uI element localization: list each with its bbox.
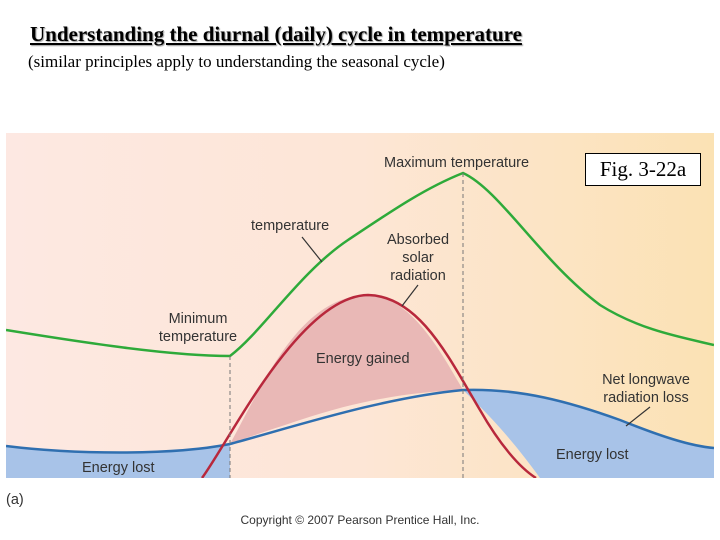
panel-label: (a) [6,492,24,508]
energy-lost-right-label: Energy lost [556,447,629,463]
maximum-temperature-label: Maximum temperature [384,155,529,171]
figure-reference: Fig. 3-22a [585,153,701,186]
net-longwave-label-line-2: radiation loss [603,390,688,406]
temperature-label: temperature [251,218,329,234]
longwave-loss-curve [6,388,714,454]
copyright-notice: Copyright © 2007 Pearson Prentice Hall, … [241,513,480,527]
temperature-curve [6,171,714,358]
solar-radiation-curve [200,293,537,478]
net-longwave-leader [625,406,651,427]
slide-title: Understanding the diurnal (daily) cycle … [30,22,522,46]
net-longwave-label-line-1: Net longwave [602,372,690,388]
absorbed-label-line-1: Absorbed [387,232,449,248]
minimum-temperature-label-line-1: Minimum [169,311,228,327]
slide-subtitle: (similar principles apply to understandi… [28,52,445,71]
absorbed-solar-leader [401,284,419,307]
absorbed-label-line-3: radiation [390,268,446,284]
minimum-temperature-label-line-2: temperature [159,329,237,345]
energy-lost-region-right [463,390,714,478]
energy-gained-region [230,295,463,444]
absorbed-label-line-2: solar [402,250,434,266]
energy-lost-left-label: Energy lost [82,460,155,476]
energy-lost-region-left [6,444,230,478]
energy-gained-label: Energy gained [316,351,410,367]
temperature-leader [301,236,323,263]
